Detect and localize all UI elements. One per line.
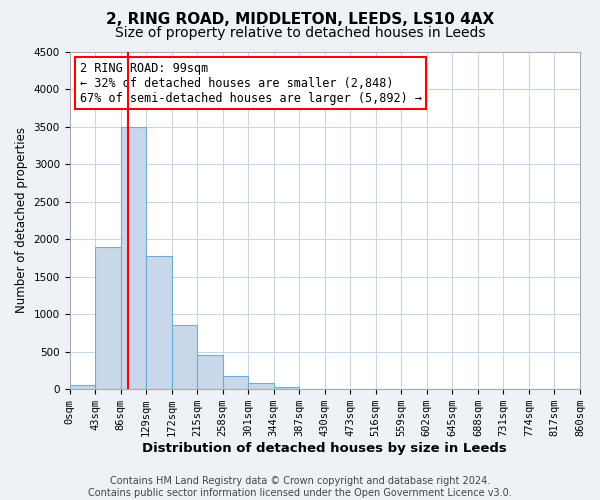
Y-axis label: Number of detached properties: Number of detached properties [15,128,28,314]
Text: Size of property relative to detached houses in Leeds: Size of property relative to detached ho… [115,26,485,40]
X-axis label: Distribution of detached houses by size in Leeds: Distribution of detached houses by size … [142,442,507,455]
Bar [172,326,197,389]
Text: 2, RING ROAD, MIDDLETON, LEEDS, LS10 4AX: 2, RING ROAD, MIDDLETON, LEEDS, LS10 4AX [106,12,494,28]
Text: Contains HM Land Registry data © Crown copyright and database right 2024.
Contai: Contains HM Land Registry data © Crown c… [88,476,512,498]
Bar [70,386,95,389]
Bar [197,356,223,389]
Bar [248,383,274,389]
Bar [274,387,299,389]
Bar [121,126,146,389]
Text: 2 RING ROAD: 99sqm
← 32% of detached houses are smaller (2,848)
67% of semi-deta: 2 RING ROAD: 99sqm ← 32% of detached hou… [80,62,422,104]
Bar [146,256,172,389]
Bar [95,246,121,389]
Bar [223,376,248,389]
